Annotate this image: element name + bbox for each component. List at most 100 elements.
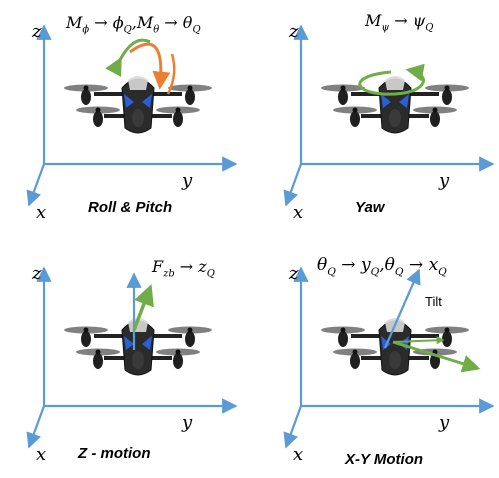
rotor-hub [83,85,89,91]
formula-roll-pitch: Mϕ​ → ϕQ​,Mθ​ → θQ​ [65,13,201,35]
x-axis-label: x [293,202,303,223]
formula-subscript: Q [192,24,200,35]
z-axis-label: z [31,21,42,42]
drone-accent-left [124,336,134,350]
formula-subscript: Q [395,266,404,278]
rotor-rear-left [64,84,108,105]
drone-accent-left [124,94,134,108]
rotor-front-right [156,348,200,369]
motor-mount [350,111,360,127]
rotor-rear-left [321,326,365,347]
motor-mount [430,111,440,127]
formula-subscript: Q [124,24,132,35]
formula-symbol: → [175,257,199,276]
rotor-hub [187,85,193,91]
thrust-force-arrow [132,284,154,331]
formula-xy-motion: θQ​ → yQ​,θQ​ → xQ​ [317,255,447,278]
yaw-rotation-arrow [358,63,425,96]
lateral-x-arrow [392,336,445,345]
rotor-hub [340,85,346,91]
drone-nose [132,351,144,369]
formula-symbol: → [89,13,113,32]
rotor-rear-right [425,84,469,105]
motor-mount [185,331,195,347]
motor-mount [338,89,348,105]
panel-yaw: z y x Mψ​ → ψQ​ Yaw [283,11,495,223]
quadrotor-drone [321,318,469,376]
lateral-y-arrow [392,340,481,373]
rotor-hub [187,327,193,333]
quadrotor-drone [64,318,212,376]
drone-accent-left [381,94,391,108]
caption-roll-pitch: Roll & Pitch [88,199,172,216]
rotor-hub [175,107,181,113]
pitch-arrow-tail [166,53,176,95]
formula-symbol: → [159,13,183,32]
formula-symbol: → [336,255,361,275]
caption-yaw: Yaw [355,199,386,216]
formula-symbol: → [389,11,413,30]
formula-subscript: Q [371,266,380,278]
motor-mount [81,89,91,105]
formula-symbol: M [136,13,154,32]
formula-symbol: y [360,255,371,275]
caption-z-motion: Z - motion [77,445,150,462]
formula-subscript: zb [162,268,175,279]
rotor-front-left [76,348,120,369]
formula-symbol: ϕ [113,13,124,32]
formula-symbol: x [429,255,439,275]
tilt-label: Tilt [425,294,442,309]
drone-canopy [385,76,405,90]
formula-symbol: F [151,257,164,276]
rotor-rear-left [64,326,108,347]
rotor-hub [352,107,358,113]
motor-mount [185,89,195,105]
rotor-hub [444,327,450,333]
formula-symbol: , [379,255,384,275]
rotor-hub [432,107,438,113]
rotor-hub [83,327,89,333]
x-axis-label: x [293,444,303,465]
rotor-front-left [76,106,120,127]
rotor-front-right [413,106,457,127]
roll-arrow [105,38,151,77]
formula-symbol: M [364,11,382,30]
formula-subscript: Q [207,268,215,279]
quadrotor-drone [321,76,469,134]
formula-subscript: Q [327,266,336,278]
rotor-hub [352,349,358,355]
rotor-hub [95,107,101,113]
formula-symbol: M [65,13,83,32]
y-axis-label: y [438,412,450,433]
panel-roll-pitch: z y x Mϕ​ → ϕQ​,Mθ​ → θQ​ Roll & Pitch [26,13,238,223]
x-axis-label: x [36,444,46,465]
y-axis-label: y [181,412,193,433]
formula-z-motion: Fzb​ → zQ​ [151,257,215,279]
drone-canopy [128,76,148,90]
formula-subscript: Q [425,22,433,33]
x-axis-label: x [36,202,46,223]
z-axis-label: z [288,21,299,42]
motor-mount [442,331,452,347]
quadrotor-drone [64,76,212,134]
motor-mount [338,331,348,347]
x-axis [26,163,46,207]
drone-accent-right [399,94,409,108]
rotor-front-left [333,348,377,369]
formula-symbol: → [404,255,429,275]
x-axis [26,405,46,449]
formula-yaw: Mψ​ → ψQ​ [364,11,433,33]
tilted-body-axis [383,268,421,349]
panel-z-motion: z y x Fzb​ → zQ​ Z - motion [26,257,238,465]
formula-symbol: θ [317,255,327,275]
motor-mount [81,331,91,347]
formula-symbol: ψ [413,11,426,30]
rotor-hub [175,349,181,355]
z-axis-label: z [31,263,42,284]
z-axis-label: z [288,263,299,284]
rotor-front-left [333,106,377,127]
caption-xy-motion: X-Y Motion [344,451,423,468]
drone-nose [389,109,401,127]
x-axis [283,163,303,207]
